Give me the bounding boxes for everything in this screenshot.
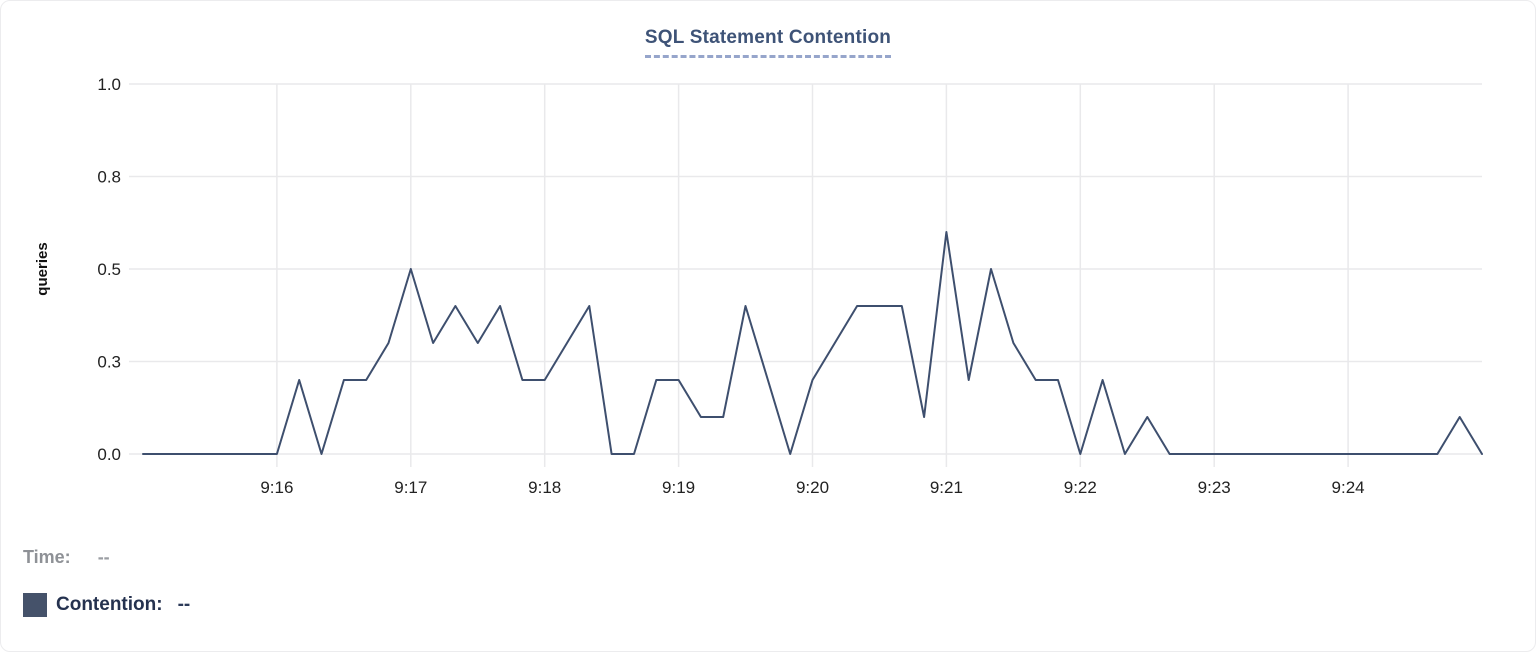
x-axis-tick-label: 9:19 [662, 478, 695, 497]
x-axis-tick-label: 9:23 [1198, 478, 1231, 497]
x-axis-tick-label: 9:17 [394, 478, 427, 497]
legend-time-row: Time: -- [23, 544, 190, 570]
legend-time-label: Time: [23, 546, 71, 567]
chart-plot-container: 0.0 0.3 0.5 0.8 1.0 9:16 9:17 9:18 9:19 9:20 9:21 9… [1, 1, 1536, 516]
y-axis-tick-label: 0.8 [97, 168, 121, 187]
legend-time-value: -- [97, 546, 110, 567]
legend-contention-label: Contention: [56, 594, 163, 615]
tooltip-legend: Time: -- Contention: -- [23, 544, 190, 618]
contention-line[interactable] [142, 231, 1483, 455]
y-axis-tick-label: 0.5 [97, 260, 121, 279]
y-axis-tick-label: 0.3 [97, 353, 121, 372]
contention-series-swatch-icon [23, 593, 47, 617]
chart-title[interactable]: SQL Statement Contention [644, 27, 892, 58]
x-axis-tick-label: 9:20 [796, 478, 829, 497]
chart-header: SQL Statement Contention [1, 27, 1535, 58]
y-axis-tick-label: 0.0 [97, 445, 121, 464]
legend-contention-row: Contention: -- [23, 592, 190, 618]
x-axis-tick-label: 9:24 [1332, 478, 1365, 497]
x-axis-tick-label: 9:16 [260, 478, 293, 497]
contention-chart[interactable]: 0.0 0.3 0.5 0.8 1.0 9:16 9:17 9:18 9:19 9:20 9:21 9… [1, 1, 1536, 516]
y-axis-title: queries [34, 242, 51, 295]
legend-contention-value: -- [177, 594, 191, 615]
y-axis-tick-label: 1.0 [97, 75, 121, 94]
x-axis-tick-label: 9:22 [1064, 478, 1097, 497]
x-axis-tick-label: 9:21 [930, 478, 963, 497]
x-axis-tick-label: 9:18 [528, 478, 561, 497]
